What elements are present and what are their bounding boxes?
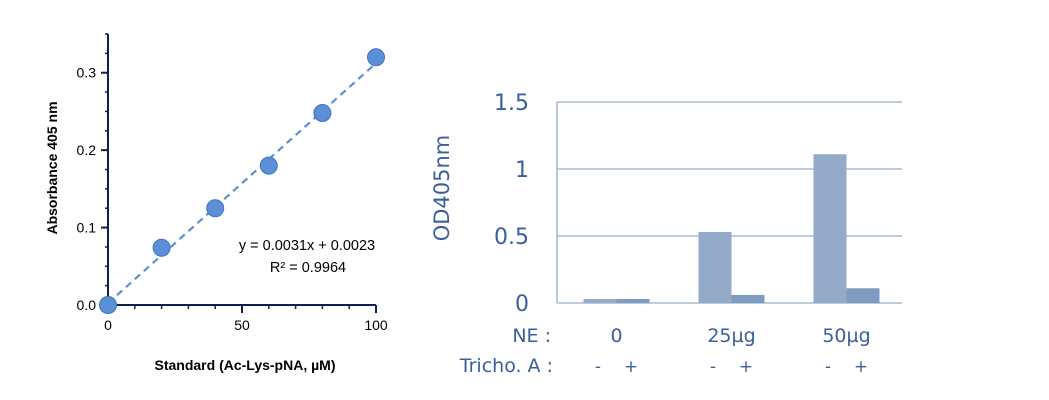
y-tick-label: 0.1 xyxy=(77,220,97,236)
tricho-minus-label: - xyxy=(825,357,831,377)
r-squared-annotation: R² = 0.9964 xyxy=(270,260,346,276)
bar xyxy=(813,154,847,303)
bar xyxy=(846,288,880,303)
data-point xyxy=(367,48,385,67)
data-point xyxy=(206,199,225,218)
y-tick-label: 0.3 xyxy=(77,65,97,81)
bar xyxy=(616,298,650,303)
category-label: 25µg xyxy=(707,325,755,347)
y-axis-title: OD405nm xyxy=(430,135,454,242)
equation-annotation: y = 0.0031x + 0.0023 xyxy=(239,238,375,254)
tricho-row-label: Tricho. A : xyxy=(459,355,553,377)
tricho-minus-label: - xyxy=(595,357,601,377)
y-axis-title: Absorbance 405 nm xyxy=(44,101,60,234)
data-point xyxy=(313,103,332,122)
data-point xyxy=(259,156,278,175)
standard-curve-chart: 0.0 0.1 0.2 0.3 0 50 100 y = 0.0031x + 0.0023 R²… xyxy=(44,33,388,373)
y-tick-label: 0.0 xyxy=(77,297,97,313)
bar xyxy=(731,294,765,303)
bar xyxy=(583,298,617,303)
x-tick-label: 100 xyxy=(364,317,388,333)
tricho-plus-label: + xyxy=(739,357,753,377)
data-point xyxy=(99,296,117,314)
x-tick-label: 0 xyxy=(104,317,112,333)
category-label: 0 xyxy=(610,325,622,347)
tricho-plus-label: + xyxy=(854,357,868,377)
y-tick-label: 0 xyxy=(515,292,529,317)
y-tick-label: 0.2 xyxy=(77,142,97,158)
category-label: 50µg xyxy=(822,325,870,347)
data-point xyxy=(152,238,171,257)
x-tick-label: 50 xyxy=(234,317,250,333)
y-tick-label: 0.5 xyxy=(494,225,529,250)
y-tick-label: 1 xyxy=(515,158,529,183)
tricho-plus-label: + xyxy=(624,357,638,377)
tricho-minus-label: - xyxy=(710,357,716,377)
x-axis-title: Standard (Ac-Lys-pNA, µM) xyxy=(155,357,336,373)
bar xyxy=(698,231,732,303)
y-tick-label: 1.5 xyxy=(494,91,529,116)
ne-row-label: NE : xyxy=(512,325,551,347)
